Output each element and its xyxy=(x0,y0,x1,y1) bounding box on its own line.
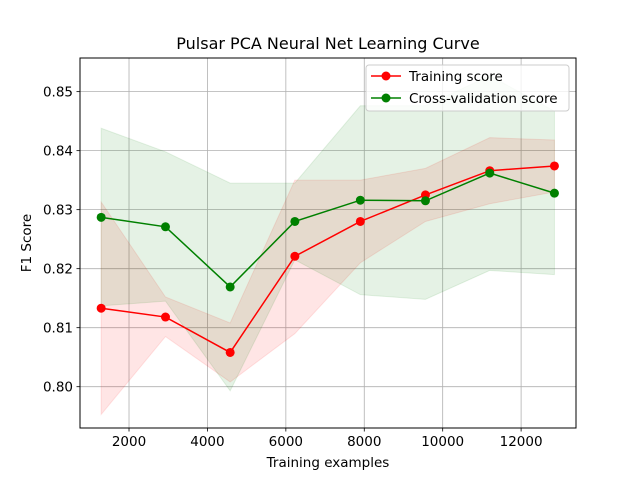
training-score-point xyxy=(549,161,559,171)
x-tick-label: 12000 xyxy=(500,434,543,450)
cross-validation-score-line xyxy=(101,172,555,289)
legend-label-cross-validation: Cross-validation score xyxy=(409,91,558,107)
cross-validation-score-point xyxy=(549,188,559,198)
cross-validation-score-point xyxy=(225,282,235,292)
cross-validation-score-point xyxy=(96,212,106,222)
series-points xyxy=(96,161,559,357)
legend-box xyxy=(365,64,570,112)
x-axis-ticks: 2000 4000 6000 8000 10000 12000 xyxy=(112,428,543,450)
y-tick-label: 0.80 xyxy=(43,380,73,396)
cross-validation-score-point xyxy=(290,216,300,226)
legend-entry-training: Training score xyxy=(371,69,503,85)
y-tick-label: 0.83 xyxy=(43,203,73,219)
legend-marker-cross-validation xyxy=(381,93,391,103)
x-tick-label: 4000 xyxy=(190,434,224,450)
y-tick-label: 0.82 xyxy=(43,262,73,278)
plot-background xyxy=(80,58,576,428)
x-tick-label: 6000 xyxy=(269,434,303,450)
cross-validation-score-point xyxy=(160,222,170,232)
cross-validation-score-point xyxy=(420,196,430,206)
cross-validation-score-point xyxy=(485,168,495,178)
legend-marker-training xyxy=(381,71,391,81)
legend-label-training: Training score xyxy=(408,69,503,85)
cross-validation-score-band xyxy=(100,75,555,392)
cross-validation-score-point xyxy=(355,195,365,205)
y-axis-label: F1 Score xyxy=(19,214,35,272)
training-score-point xyxy=(225,347,235,357)
y-tick-label: 0.85 xyxy=(43,85,73,101)
plot-frame xyxy=(79,57,577,429)
chart-title: Pulsar PCA Neural Net Learning Curve xyxy=(176,34,479,53)
training-score-point xyxy=(355,216,365,226)
y-tick-label: 0.81 xyxy=(43,321,73,337)
x-tick-label: 10000 xyxy=(421,434,464,450)
confidence-bands xyxy=(100,75,555,416)
x-tick-label: 2000 xyxy=(112,434,146,450)
training-score-point xyxy=(160,312,170,322)
plot-area xyxy=(79,57,577,429)
training-score-point xyxy=(96,303,106,313)
x-axis-label: Training examples xyxy=(266,455,390,471)
training-score-line xyxy=(101,165,555,354)
y-axis-ticks: 0.80 0.81 0.82 0.83 0.84 0.85 xyxy=(43,85,80,396)
y-tick-label: 0.84 xyxy=(43,144,73,160)
series-lines xyxy=(101,165,555,354)
grid xyxy=(80,58,576,428)
legend: Training score Cross-validation score xyxy=(365,64,570,112)
training-score-point xyxy=(290,251,300,261)
x-tick-label: 8000 xyxy=(347,434,381,450)
legend-entry-cross-validation: Cross-validation score xyxy=(371,91,558,107)
